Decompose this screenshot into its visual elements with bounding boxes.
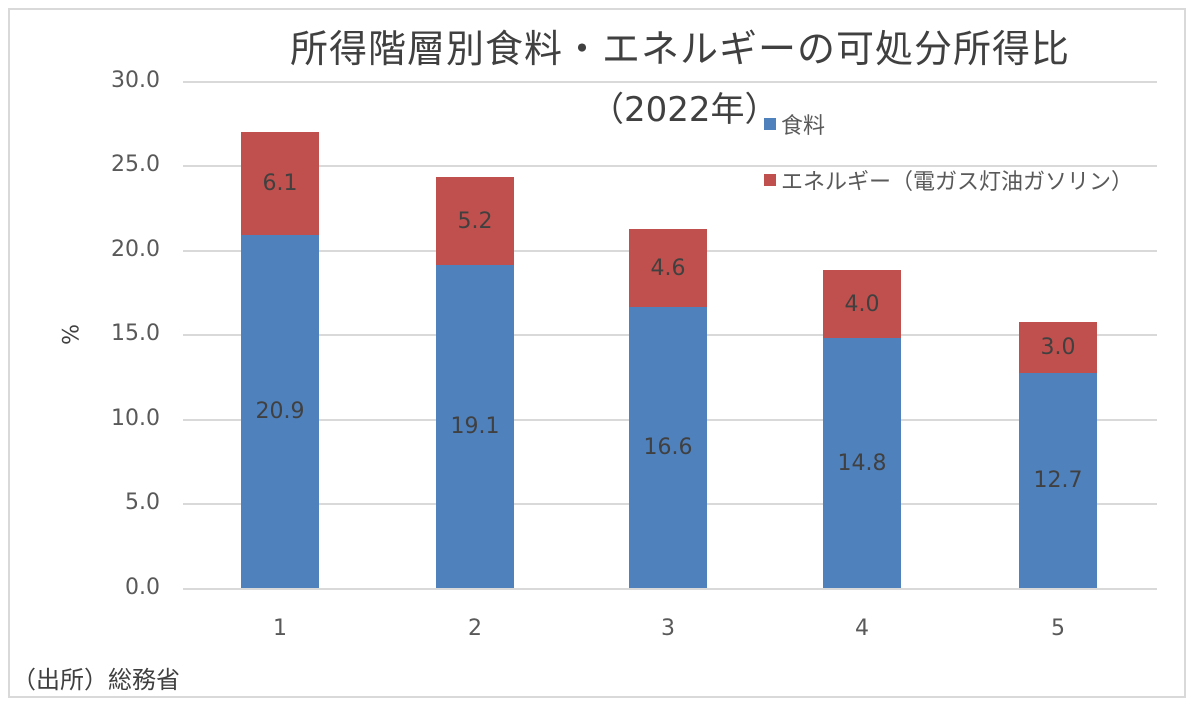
- gridline-25: [183, 165, 1157, 167]
- y-tick: 0.0: [125, 575, 160, 600]
- y-tick: 10.0: [111, 406, 160, 431]
- legend-swatch-food: [764, 118, 776, 130]
- gridline-30: [183, 81, 1157, 83]
- legend-swatch-energy: [764, 174, 776, 186]
- data-label: 6.1: [262, 171, 298, 196]
- y-axis-label: %: [55, 324, 81, 345]
- data-label: 4.0: [844, 291, 880, 317]
- y-tick: 30.0: [111, 68, 160, 93]
- bar-segment-food: 19.1: [436, 265, 514, 588]
- bar-group-5: 3.0 12.7: [1019, 322, 1097, 588]
- y-tick: 15.0: [111, 321, 160, 346]
- legend-item-food: 食料: [764, 108, 1133, 140]
- bar-segment-energy: 5.2: [436, 177, 514, 265]
- legend-label: エネルギー（電ガス灯油ガソリン）: [781, 170, 1134, 195]
- bar-segment-food: 14.8: [823, 338, 901, 588]
- gridline-0: [183, 588, 1157, 590]
- legend-label: 食料: [781, 114, 826, 139]
- chart-subtitle: （2022年）: [590, 90, 779, 130]
- x-tick: 5: [1051, 616, 1065, 641]
- x-tick: 3: [661, 616, 675, 641]
- data-label: 3.0: [1040, 335, 1076, 360]
- data-label: 5.2: [457, 208, 493, 234]
- bar-segment-energy: 6.1: [241, 132, 319, 235]
- bar-segment-food: 16.6: [629, 307, 707, 588]
- data-label: 4.6: [650, 255, 686, 281]
- bar-segment-food: 12.7: [1019, 373, 1097, 588]
- bar-group-4: 4.0 14.8: [823, 270, 901, 588]
- y-tick: 20.0: [111, 237, 160, 262]
- x-tick: 1: [273, 616, 287, 641]
- data-label: 20.9: [255, 399, 305, 424]
- y-tick: 5.0: [125, 490, 160, 515]
- bar-segment-energy: 4.0: [823, 270, 901, 338]
- bar-group-3: 4.6 16.6: [629, 229, 707, 588]
- legend-item-energy: エネルギー（電ガス灯油ガソリン）: [764, 164, 1133, 196]
- data-label: 14.8: [837, 450, 887, 476]
- bar-group-2: 5.2 19.1: [436, 177, 514, 588]
- bar-segment-energy: 4.6: [629, 229, 707, 307]
- bar-segment-energy: 3.0: [1019, 322, 1097, 373]
- x-tick: 2: [468, 616, 482, 641]
- source-note: （出所）総務省: [12, 666, 180, 694]
- chart-frame: [8, 8, 1186, 698]
- y-tick: 25.0: [111, 152, 160, 177]
- data-label: 19.1: [450, 414, 500, 439]
- bar-segment-food: 20.9: [241, 235, 319, 588]
- chart-legend: 食料 エネルギー（電ガス灯油ガソリン）: [764, 108, 1133, 196]
- data-label: 12.7: [1033, 468, 1083, 493]
- x-tick: 4: [855, 616, 869, 641]
- bar-group-1: 6.1 20.9: [241, 132, 319, 588]
- chart-title: 所得階層別食料・エネルギーの可処分所得比: [289, 27, 1070, 71]
- data-label: 16.6: [643, 435, 693, 460]
